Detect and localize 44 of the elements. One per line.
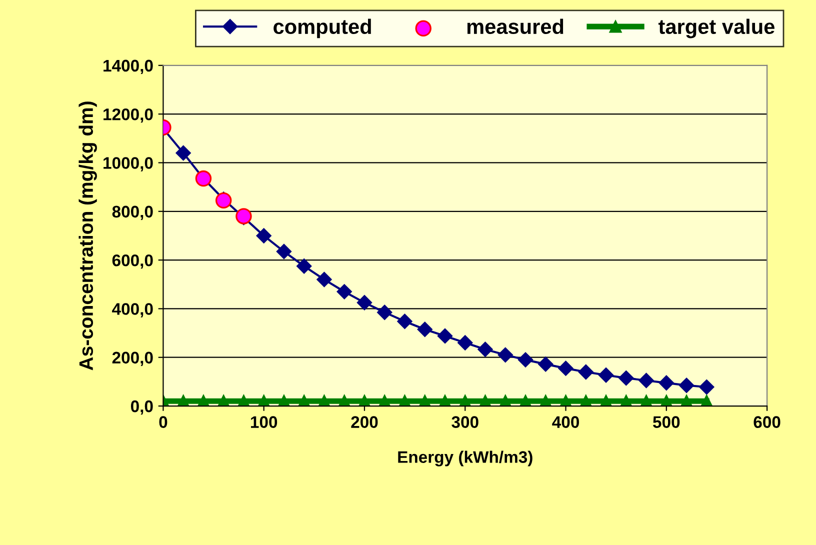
point (377, 304, 392, 320)
point (417, 322, 432, 337)
point (678, 378, 694, 393)
x-tick-label: 600 (754, 416, 780, 428)
point (458, 335, 473, 350)
point (478, 342, 493, 357)
y-tick-label: 1400,0 (104, 60, 153, 74)
point (296, 258, 312, 274)
point (256, 228, 272, 244)
x-tick-label: 100 (250, 416, 278, 428)
point (618, 370, 634, 386)
point (638, 372, 654, 388)
point (658, 375, 674, 390)
x-tick-label: 400 (552, 416, 579, 428)
y-tick-label: 1000,0 (104, 157, 153, 172)
x-tick-label: 500 (653, 416, 680, 428)
legend-label: computed (274, 18, 371, 38)
point (336, 284, 352, 300)
legend-label: measured (467, 18, 564, 34)
point (498, 347, 513, 362)
point (558, 360, 574, 376)
y-tick-label: 800,0 (112, 206, 153, 220)
point (578, 364, 594, 380)
y-tick-label: 400,0 (112, 303, 153, 318)
y-tick-label: 0,0 (130, 400, 153, 415)
point (356, 295, 372, 310)
y-axis-title: As-concentration (mg/kg dm) (78, 102, 97, 370)
point (316, 272, 332, 288)
y-tick-label: 1200,0 (104, 108, 153, 123)
y-tick-label: 200,0 (112, 352, 153, 366)
point (437, 328, 453, 344)
point (276, 244, 292, 260)
legend-label: target value (658, 18, 774, 38)
x-tick-label: 300 (452, 416, 478, 428)
x-axis-title: Energy (kWh/m3) (398, 450, 532, 466)
y-tick-label: 600,0 (112, 254, 153, 269)
point (397, 314, 412, 329)
point (518, 352, 534, 368)
point (598, 368, 614, 383)
x-tick-label: 200 (351, 416, 378, 428)
x-tick-label: 0 (159, 416, 168, 428)
point (176, 145, 191, 161)
point (699, 379, 714, 395)
point (538, 356, 554, 372)
